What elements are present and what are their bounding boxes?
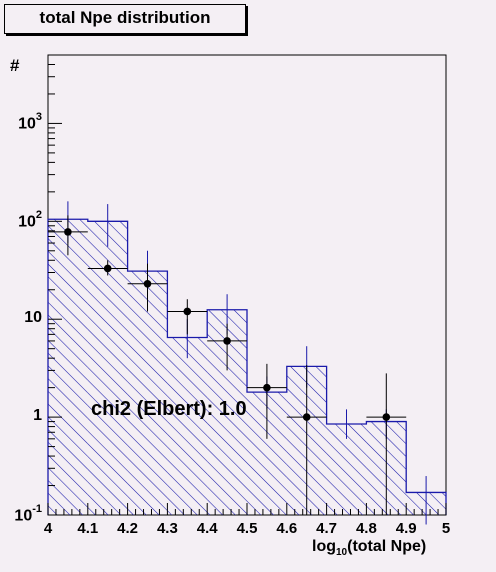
- y-tick-label: 10: [2, 309, 42, 327]
- x-tick-label: 5: [441, 520, 451, 537]
- y-tick-base: 10: [18, 213, 36, 231]
- y-tick-label: 10-1: [2, 503, 42, 525]
- x-tick-label: 4.3: [156, 520, 178, 537]
- data-point: [302, 413, 311, 421]
- x-tick-label: 4.4: [196, 520, 218, 537]
- x-tick-label: 4.5: [236, 520, 258, 537]
- x-tick-label: 4: [43, 520, 53, 537]
- x-axis-label: log10(total Npe): [312, 538, 426, 558]
- x-tick-label: 4.9: [395, 520, 417, 537]
- y-tick-base: 1: [33, 407, 42, 425]
- data-point: [382, 413, 391, 421]
- data-point: [183, 307, 192, 316]
- data-point: [103, 264, 112, 273]
- data-point: [143, 280, 152, 288]
- histogram-bar: [127, 271, 168, 515]
- x-tick-label: 4.1: [77, 520, 99, 537]
- data-point: [64, 228, 72, 236]
- x-tick-label: 4.8: [355, 520, 377, 537]
- y-tick-base: 10: [14, 507, 33, 525]
- y-tick-base: 10: [18, 115, 36, 133]
- y-tick-exponent: 2: [35, 209, 42, 222]
- y-tick-base: 10: [24, 309, 42, 327]
- histogram-bar: [326, 424, 367, 515]
- x-tick-label: 4.6: [276, 520, 298, 537]
- x-axis-label-main: log: [312, 538, 336, 555]
- y-tick-label: 1: [2, 407, 42, 425]
- y-axis-label: #: [10, 56, 20, 75]
- y-tick-exponent: -1: [32, 503, 42, 515]
- histogram-bar: [48, 219, 88, 515]
- y-tick-label: 103: [2, 111, 42, 133]
- x-tick-label: 4.7: [316, 520, 338, 537]
- chart-title-box: total Npe distribution: [4, 4, 246, 34]
- histogram-bar: [167, 337, 208, 515]
- chi2-annotation: chi2 (Elbert): 1.0: [91, 398, 247, 420]
- x-axis-label-sub: 10: [336, 547, 348, 559]
- data-point: [263, 383, 271, 392]
- data-point: [223, 337, 231, 345]
- x-axis-label-rest: (total Npe): [347, 538, 427, 555]
- y-tick-exponent: 3: [35, 111, 42, 124]
- chart-title: total Npe distribution: [39, 8, 211, 27]
- x-tick-label: 4.2: [117, 520, 139, 537]
- y-tick-label: 102: [2, 209, 42, 231]
